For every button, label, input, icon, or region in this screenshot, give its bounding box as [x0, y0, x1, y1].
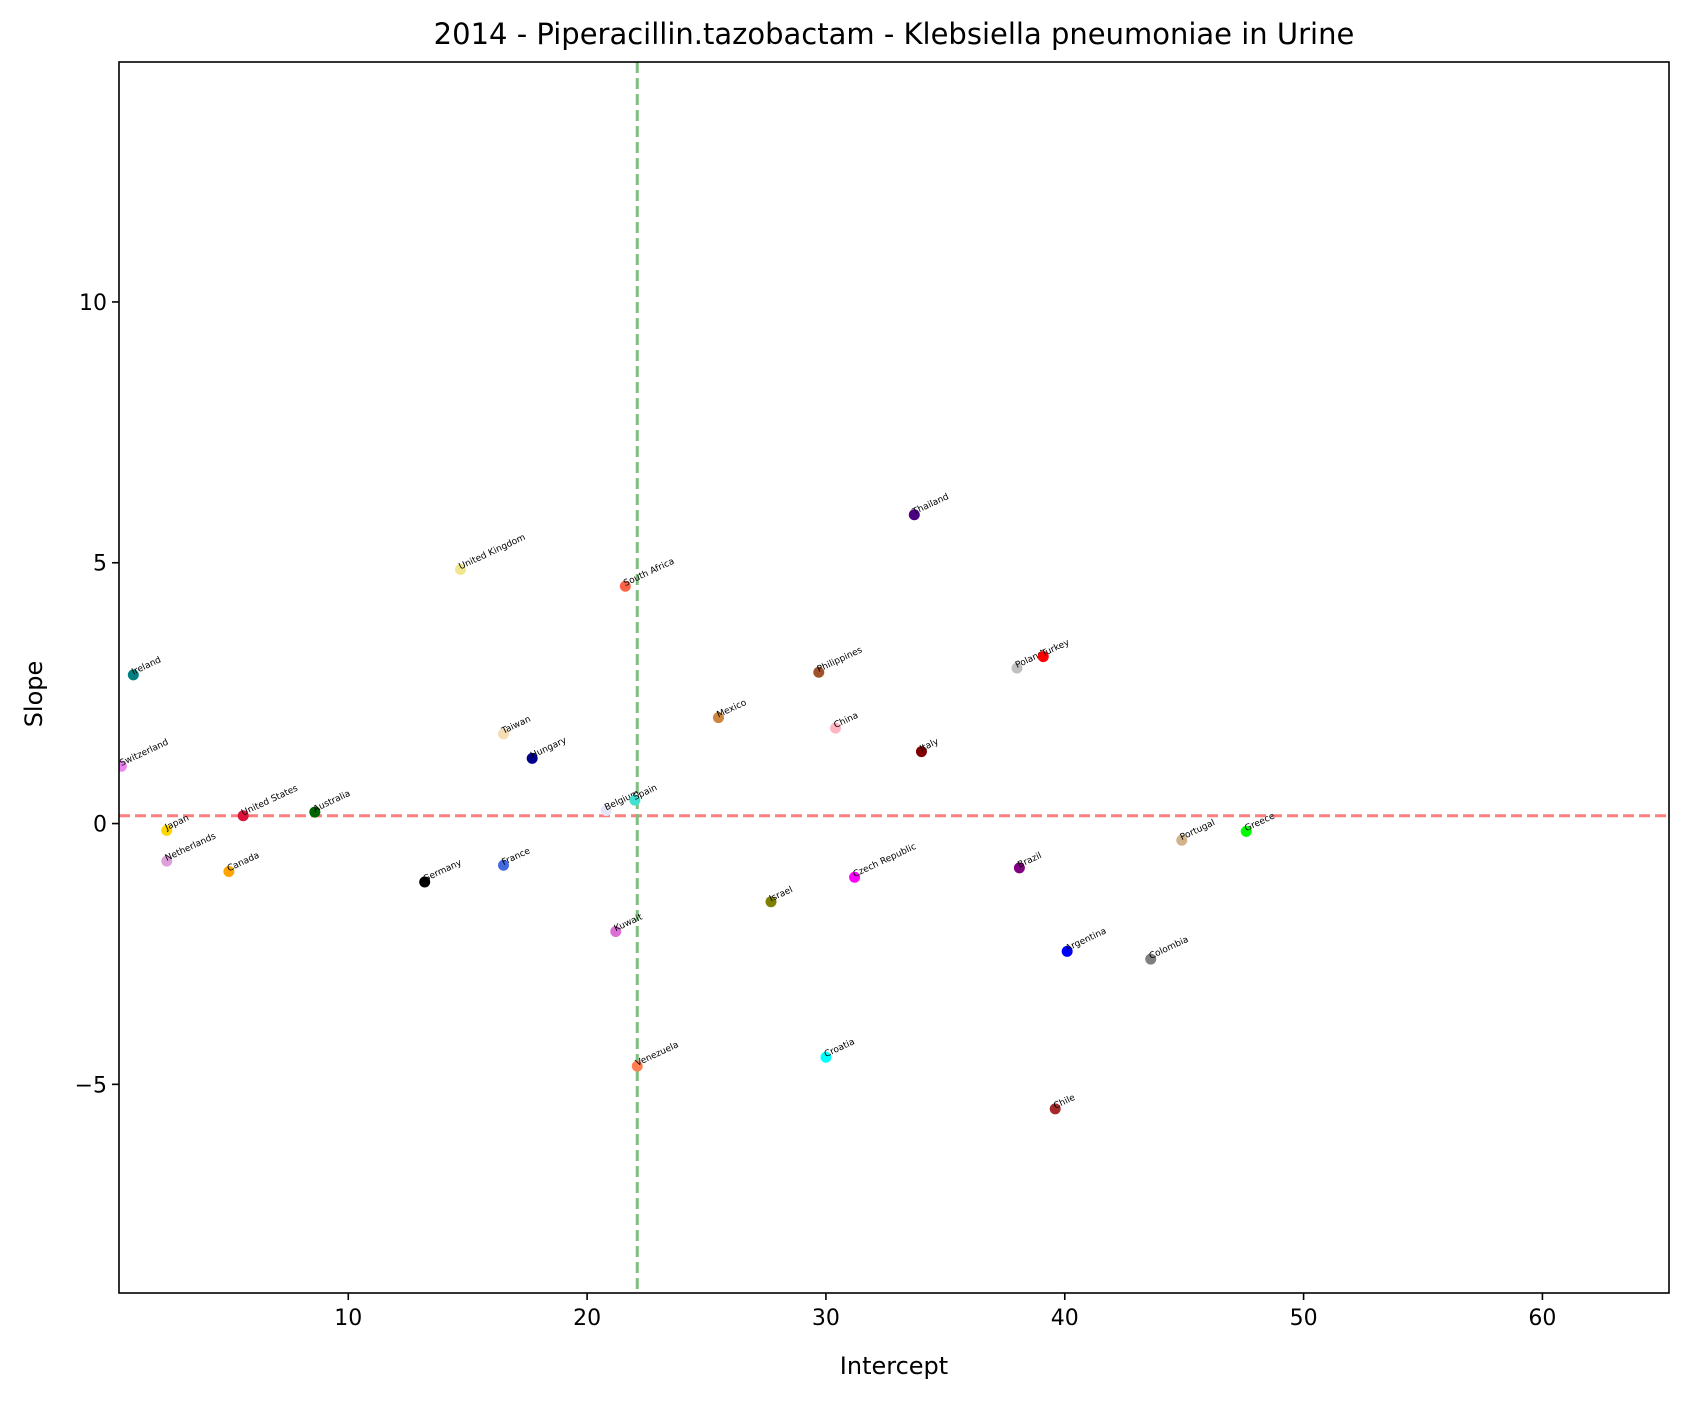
data-point [309, 806, 321, 818]
data-point [161, 824, 173, 836]
data-point [765, 896, 777, 908]
data-point [1013, 862, 1025, 874]
data-point [119, 760, 127, 772]
data-point [1145, 953, 1157, 965]
data-point [223, 866, 235, 878]
data-point [1240, 825, 1252, 837]
data-point [813, 666, 825, 678]
data-point [619, 580, 631, 592]
data-point [161, 855, 173, 867]
x-tick-label: 40 [1051, 1306, 1079, 1331]
data-point [1037, 651, 1049, 663]
data-point [829, 722, 841, 734]
chart-title: 2014 - Piperacillin.tazobactam - Klebsie… [434, 17, 1355, 51]
data-point [1061, 945, 1073, 957]
data-point [712, 712, 724, 724]
data-point [127, 669, 139, 681]
data-point [1049, 1103, 1061, 1115]
x-tick-label: 50 [1290, 1306, 1318, 1331]
data-point [237, 810, 249, 822]
y-tick-label: −5 [75, 1073, 107, 1098]
data-point [455, 564, 467, 576]
data-point [1176, 834, 1188, 846]
y-tick-label: 10 [79, 291, 107, 316]
data-point [908, 509, 920, 521]
data-point [600, 805, 612, 817]
data-point [820, 1051, 832, 1063]
data-point [610, 926, 622, 938]
data-point [419, 876, 431, 888]
data-point [1011, 662, 1023, 674]
data-point [915, 746, 927, 758]
data-point [849, 871, 861, 883]
x-axis-label: Intercept [840, 1352, 948, 1380]
x-tick-label: 60 [1528, 1306, 1556, 1331]
data-point [631, 1060, 643, 1072]
data-point [629, 794, 641, 806]
y-axis-label: Slope [20, 661, 48, 728]
x-tick-label: 20 [573, 1306, 601, 1331]
data-point [526, 752, 538, 764]
x-tick-label: 10 [334, 1306, 362, 1331]
plot-frame [118, 61, 1670, 1294]
x-tick-label: 30 [812, 1306, 840, 1331]
data-point [498, 728, 510, 740]
data-point [498, 859, 510, 871]
y-tick-label: 0 [93, 813, 107, 838]
y-tick-label: 5 [93, 552, 107, 577]
